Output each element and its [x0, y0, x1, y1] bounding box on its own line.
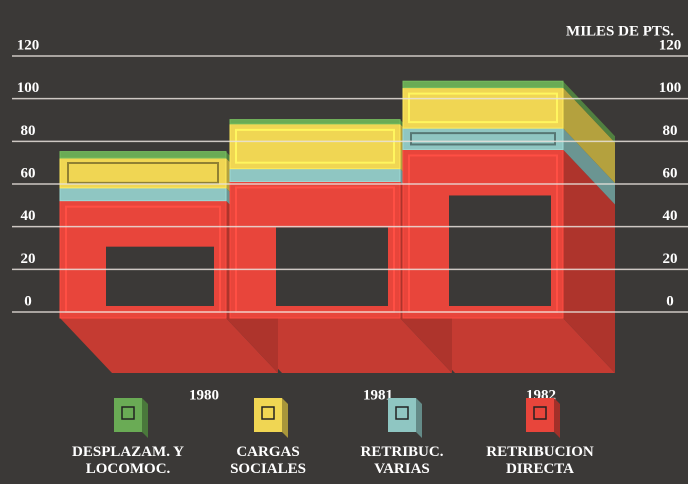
bar-hollow — [106, 246, 214, 306]
legend-swatch-inner — [395, 406, 409, 420]
y-tick-label: 0 — [24, 293, 32, 309]
bar-side — [563, 87, 615, 184]
bar — [402, 80, 564, 89]
bar — [229, 123, 401, 170]
legend-swatch-side — [142, 398, 148, 438]
y-tick-label-right: 120 — [659, 37, 682, 53]
bar-floor — [60, 318, 278, 373]
legend-label: RETRIBUC. VARIAS — [360, 444, 444, 477]
y-tick-label: 100 — [17, 80, 40, 96]
bar-frame — [408, 92, 558, 124]
y-tick-label: 40 — [21, 208, 36, 224]
bar-hollow — [449, 195, 551, 306]
y-tick-label: 80 — [21, 123, 36, 139]
bar — [229, 119, 401, 125]
bar-side — [563, 128, 615, 205]
bar-hollow — [276, 227, 388, 306]
bar — [402, 127, 564, 150]
legend-label: CARGAS SOCIALES — [230, 444, 306, 477]
y-tick-label-right: 20 — [663, 251, 678, 267]
y-tick-label-right: 40 — [663, 208, 678, 224]
bar-inset — [67, 162, 219, 184]
y-tick-label: 120 — [17, 37, 40, 53]
bar-inset — [410, 132, 556, 146]
y-tick-label-right: 0 — [666, 293, 674, 309]
y-tick-label: 20 — [21, 251, 36, 267]
bar-floor — [403, 318, 615, 373]
bar-side — [563, 149, 615, 373]
bar-floor — [230, 318, 452, 373]
bar — [59, 151, 227, 159]
legend-swatch-inner — [533, 406, 547, 420]
legend-label: RETRIBUCION DIRECTA — [486, 444, 594, 477]
legend-swatch-side — [282, 398, 288, 438]
legend-swatch-inner — [261, 406, 275, 420]
legend-swatch — [526, 398, 554, 432]
y-tick-label: 60 — [21, 165, 36, 181]
y-tick-label-right: 80 — [663, 123, 678, 139]
bar-side — [563, 81, 615, 143]
x-tick-label: 1980 — [189, 387, 219, 403]
legend-swatch — [254, 398, 282, 432]
y-tick-label-right: 60 — [663, 165, 678, 181]
legend-swatch-side — [416, 398, 422, 438]
bar — [229, 168, 401, 182]
legend-swatch-side — [554, 398, 560, 438]
legend-swatch-inner — [121, 406, 135, 420]
bar-frame — [235, 128, 395, 164]
legend-swatch — [388, 398, 416, 432]
bar — [59, 187, 227, 202]
unit-label: MILES DE PTS. — [566, 23, 674, 39]
legend-label: DESPLAZAM. Y LOCOMOC. — [72, 444, 184, 477]
legend-swatch — [114, 398, 142, 432]
y-tick-label-right: 100 — [659, 80, 682, 96]
x-tick-label: 1981 — [363, 387, 393, 403]
